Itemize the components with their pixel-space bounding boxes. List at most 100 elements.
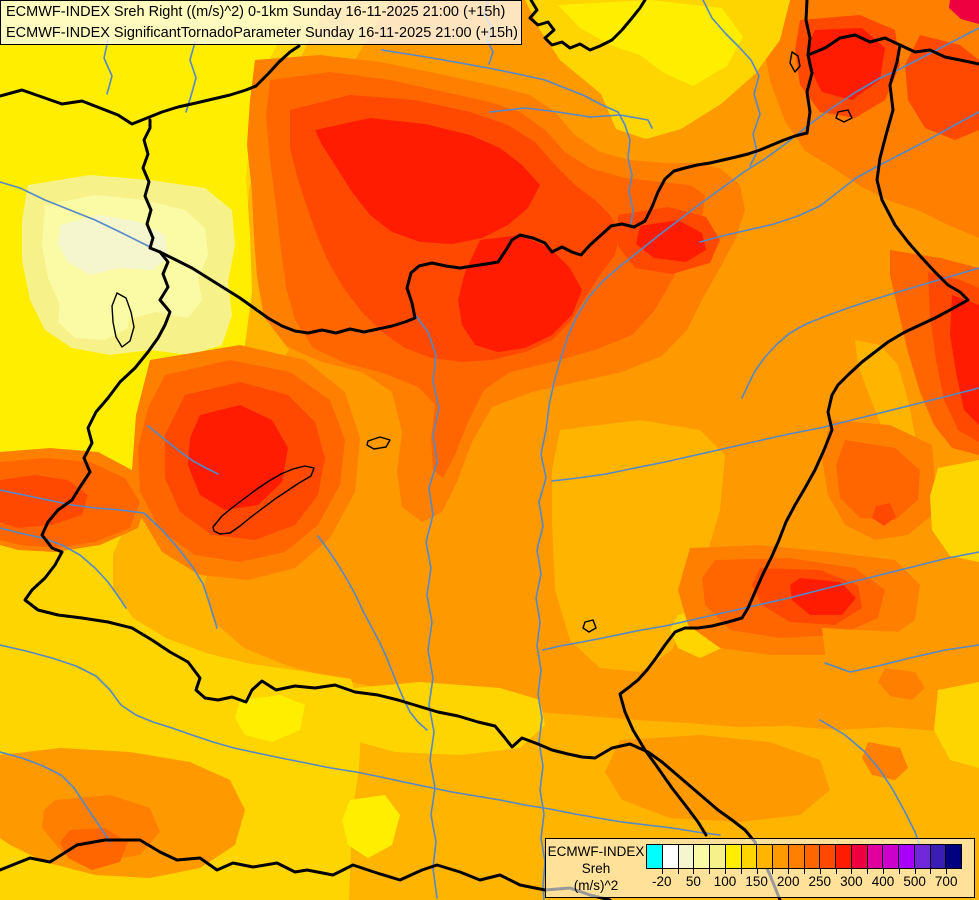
river-path [0, 181, 161, 253]
legend-tick [851, 869, 853, 874]
legend-swatch [804, 845, 821, 868]
contour-region [605, 735, 830, 822]
contour-region [934, 682, 979, 768]
legend-swatch [725, 845, 742, 868]
legend-tick-label: 250 [808, 874, 832, 889]
country-border-path [528, 0, 647, 52]
country-border-path [23, 250, 782, 900]
contour-region [790, 578, 856, 615]
legend-swatch [930, 845, 947, 868]
legend-tick-label: 700 [934, 874, 958, 889]
legend-tick [946, 869, 948, 874]
contour-region [558, 0, 743, 86]
legend-tick [867, 869, 869, 874]
lake-outline [582, 619, 597, 633]
lake-outlines [111, 51, 853, 633]
legend-swatches [646, 844, 962, 869]
contour-region [58, 215, 168, 275]
legend-swatch [710, 845, 726, 868]
river-path [879, 27, 979, 79]
legend-tick [725, 869, 726, 874]
legend-title: ECMWF-INDEX [547, 843, 645, 859]
contour-region [235, 695, 305, 742]
river-path [415, 315, 440, 899]
lake-outline [835, 109, 853, 123]
country-border-path [618, 43, 970, 837]
legend-swatch [883, 845, 899, 868]
legend-tick [835, 869, 837, 874]
legend-tick-label: 200 [776, 874, 800, 889]
contour-region [552, 420, 725, 672]
legend-tick [804, 869, 805, 874]
contour-region [949, 0, 979, 24]
river-path [551, 387, 979, 482]
legend-tick-label: 500 [903, 874, 926, 889]
river-path [0, 644, 721, 836]
river-path [185, 41, 197, 113]
river-path [0, 751, 111, 843]
legend-tick-label: 50 [685, 874, 701, 889]
contour-region [0, 475, 88, 528]
legend-swatch [647, 845, 663, 868]
title-line-2: ECMWF-INDEX SignificantTornadoParameter … [6, 25, 518, 41]
legend-tick-label: 100 [713, 874, 737, 889]
river-path [819, 719, 923, 853]
legend-box: ECMWF-INDEX Sreh (m/s)^2 -20 50 100 150 200 2… [545, 838, 975, 898]
legend-swatch [662, 845, 679, 868]
river-path [702, 0, 761, 167]
lake-outline [789, 51, 801, 73]
legend-swatch [820, 845, 836, 868]
legend-swatch [899, 845, 915, 868]
lake-balaton-outline [212, 465, 315, 535]
country-border-path [158, 131, 809, 335]
legend-tick [661, 869, 663, 874]
legend-parameter: Sreh [581, 860, 611, 876]
legend-tick [693, 869, 695, 874]
legend-tick-label: -20 [652, 874, 672, 889]
legend-tick [709, 869, 711, 874]
legend-swatch [946, 845, 961, 868]
contour-region [342, 795, 400, 858]
river-path [824, 644, 979, 673]
contour-region [950, 295, 979, 425]
river-path [381, 49, 634, 226]
country-border-path [804, 0, 814, 135]
river-path [489, 107, 653, 129]
legend-tick [883, 869, 884, 874]
legend-swatch [867, 845, 884, 868]
legend-tick [930, 869, 932, 874]
contour-region [930, 460, 979, 562]
river-path [0, 527, 127, 609]
contour-region [836, 440, 920, 520]
contour-region [862, 742, 908, 780]
legend-swatch [741, 845, 758, 868]
title-line-1: ECMWF-INDEX Sreh Right ((m/s)^2) 0-1km S… [6, 4, 506, 20]
legend-unit: (m/s)^2 [573, 877, 619, 893]
contour-region [315, 118, 540, 244]
legend-tick [914, 869, 916, 874]
contour-region [878, 668, 925, 700]
legend-swatch [788, 845, 805, 868]
country-border-path [141, 118, 162, 254]
legend-tick-label: 300 [840, 874, 863, 889]
legend-tick-label: 150 [745, 874, 768, 889]
legend-tick [756, 869, 758, 874]
legend-swatch [914, 845, 931, 868]
river-path [0, 489, 218, 629]
legend-tick-label: 400 [871, 874, 895, 889]
river-path [741, 267, 979, 399]
river-path [535, 77, 881, 900]
legend-text-block: ECMWF-INDEX Sreh (m/s)^2 [546, 839, 646, 897]
legend-swatch [694, 845, 710, 868]
contour-region [188, 405, 288, 510]
country-border-path [0, 84, 258, 126]
legend-swatch [851, 845, 868, 868]
river-path [542, 551, 979, 651]
river-path [147, 425, 219, 475]
country-border-path [254, 44, 301, 88]
